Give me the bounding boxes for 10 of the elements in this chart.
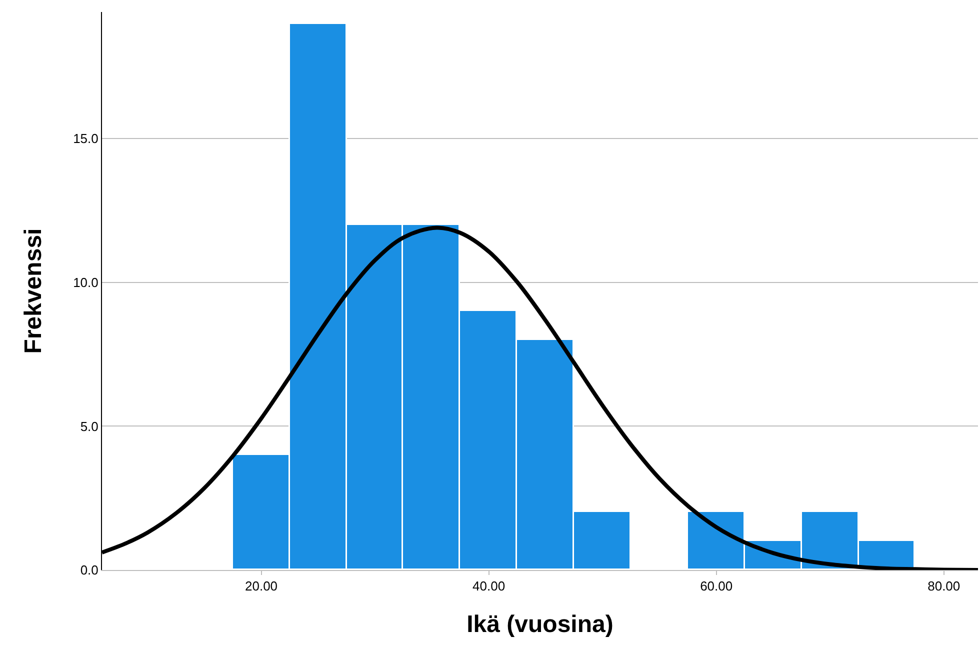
x-axis-title: Ikä (vuosina): [466, 610, 614, 638]
y-axis-title: Frekvenssi: [20, 228, 48, 354]
x-tick-label: 60.00: [700, 578, 733, 594]
x-tick-label: 20.00: [244, 578, 278, 594]
x-tick-label: 40.00: [472, 578, 506, 594]
y-tick-label: 0.0: [80, 562, 98, 578]
y-tick-label: 15.0: [73, 131, 98, 146]
x-tick-label: 80.00: [928, 578, 960, 594]
y-tick-label: 5.0: [80, 418, 98, 434]
y-tick-label: 10.0: [73, 274, 98, 290]
